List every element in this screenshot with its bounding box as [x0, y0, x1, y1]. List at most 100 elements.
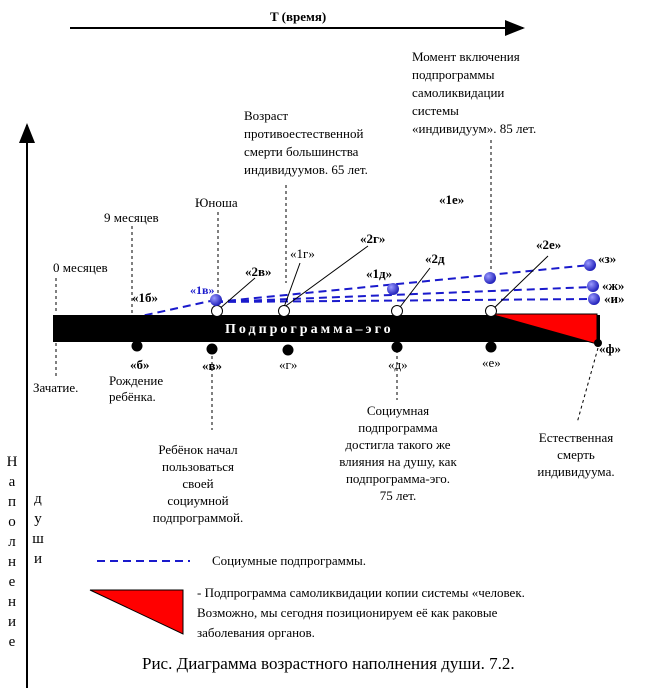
label-d: «д»: [388, 357, 408, 372]
node-1v: [210, 294, 222, 306]
leader-2e: [490, 255, 549, 312]
legend-dashed-label: Социумные подпрограммы.: [212, 553, 366, 568]
annotation-line: Социумная: [367, 403, 429, 418]
vertical-axis-left-letter: Н: [7, 454, 18, 470]
leader-lines: [55, 140, 599, 430]
node-2g: [278, 305, 290, 317]
node-f: [594, 339, 602, 347]
ego-subprogram-label: Подпрограмма–эго: [225, 322, 394, 337]
label-g: «г»: [279, 357, 297, 372]
label-2d: «2д: [425, 251, 445, 266]
annotation-line: Рождение: [109, 373, 163, 388]
label-2v: «2в»: [245, 264, 272, 279]
annotation-line: влияния на душу, как: [339, 454, 457, 469]
annotation-line: самоликвидации: [412, 85, 504, 100]
annotation-line: социумной: [167, 493, 228, 508]
annotation-line: подпрограмма: [358, 420, 438, 435]
vertical-axis-label-right: души: [32, 491, 44, 567]
node-g: [282, 344, 294, 356]
node-2e: [485, 305, 497, 317]
label-1e: «1е»: [439, 192, 464, 207]
annotation-self-destruct: Момент включения подпрограммы самоликвидац…: [412, 49, 536, 136]
label-b: «б»: [130, 357, 150, 372]
annotation-line: своей: [182, 476, 213, 491]
label-2e: «2е»: [536, 237, 561, 252]
nodes: [131, 259, 602, 356]
annotation-line: Возраст: [244, 108, 288, 123]
node-1e: [484, 272, 496, 284]
annotation-line: смерти большинства: [244, 144, 359, 159]
node-e: [485, 341, 497, 353]
vertical-axis-right-letter: ш: [32, 531, 44, 547]
annotation-line: «индивидуум». 85 лет.: [412, 121, 536, 136]
vertical-axis-left-letter: л: [8, 534, 16, 550]
dashed-line-i: [214, 298, 593, 303]
vertical-axis-right-letter: д: [34, 491, 42, 507]
vertical-axis-left-letter: н: [8, 554, 16, 570]
vertical-axis-left-letter: е: [9, 634, 16, 650]
dashed-line-zh: [214, 286, 593, 303]
annotation-line: индивидуумов. 65 лет.: [244, 162, 368, 177]
vertical-axis-left-letter: а: [9, 474, 16, 490]
node-2d: [391, 305, 403, 317]
annotation-month0: 0 месяцев: [53, 260, 108, 275]
annotation-natural-death: Естественная смерть индивидуума.: [537, 430, 614, 479]
node-z: [584, 259, 596, 271]
self-destruct-triangle: [489, 313, 598, 345]
legend-triangle-sample: [89, 589, 184, 635]
figure-caption: Рис. Диаграмма возрастного наполнения ду…: [142, 654, 515, 673]
label-z: «з»: [598, 251, 616, 266]
annotation-line: достигла такого же: [345, 437, 450, 452]
node-b: [131, 340, 143, 352]
annotation-line: Естественная: [539, 430, 613, 445]
label-f: «ф»: [599, 341, 621, 356]
annotation-line: подпрограммой.: [153, 510, 243, 525]
annotation-line: пользоваться: [162, 459, 234, 474]
annotation-line: системы: [412, 103, 459, 118]
vertical-axis-right-letter: и: [34, 551, 42, 567]
annotation-line: Ребёнок начал: [158, 442, 238, 457]
leader-2d: [396, 267, 431, 312]
label-zh: «ж»: [602, 278, 624, 293]
annotation-line: индивидуума.: [537, 464, 614, 479]
annotation-month9: 9 месяцев: [104, 210, 159, 225]
annotation-line: Момент включения: [412, 49, 520, 64]
label-1v: «1в»: [190, 283, 214, 297]
annotation-child-own: Ребёнок начал пользоваться своей социумной п…: [153, 442, 243, 525]
label-1g: «1г»: [290, 246, 315, 261]
label-1d: «1д»: [366, 266, 392, 281]
annotation-line: 75 лет.: [380, 488, 416, 503]
leader-1g: [282, 262, 301, 311]
node-d: [391, 341, 403, 353]
legend-triangle-line: - Подпрограмма самоликвидации копии сист…: [197, 585, 525, 600]
annotation-unnatural-death: Возраст противоестественной смерти большин…: [244, 108, 368, 177]
annotation-line: подпрограмма-эго.: [346, 471, 450, 486]
legend-triangle-line: Возможно, мы сегодня позиционируем её ка…: [197, 605, 498, 620]
vertical-axis-left-letter: е: [9, 574, 16, 590]
annotation-conception: Зачатие.: [33, 380, 78, 395]
leader-2v: [217, 277, 256, 311]
node-i: [588, 293, 600, 305]
vertical-axis-left-letter: н: [8, 594, 16, 610]
annotation-line: смерть: [557, 447, 595, 462]
vertical-axis-left-letter: о: [8, 514, 16, 530]
label-v: «в»: [202, 358, 222, 373]
label-1b: «1б»: [132, 290, 158, 305]
annotation-socium-equal: Социумная подпрограмма достигла такого же в…: [339, 403, 457, 503]
vertical-axis-left-letter: п: [8, 494, 16, 510]
node-zh: [587, 280, 599, 292]
vertical-axis-right-letter: у: [34, 511, 42, 527]
legend-triangle-label: - Подпрограмма самоликвидации копии сист…: [197, 585, 525, 640]
dashed-line-z: [214, 264, 591, 303]
annotation-line: ребёнка.: [109, 389, 156, 404]
vertical-axis-left-letter: и: [8, 614, 16, 630]
label-i: «и»: [604, 291, 625, 306]
label-2g: «2г»: [360, 231, 385, 246]
time-axis-label: T (время): [270, 9, 326, 24]
annotation-youth: Юноша: [195, 195, 238, 210]
leader-2g: [282, 245, 369, 309]
node-1d: [387, 283, 399, 295]
